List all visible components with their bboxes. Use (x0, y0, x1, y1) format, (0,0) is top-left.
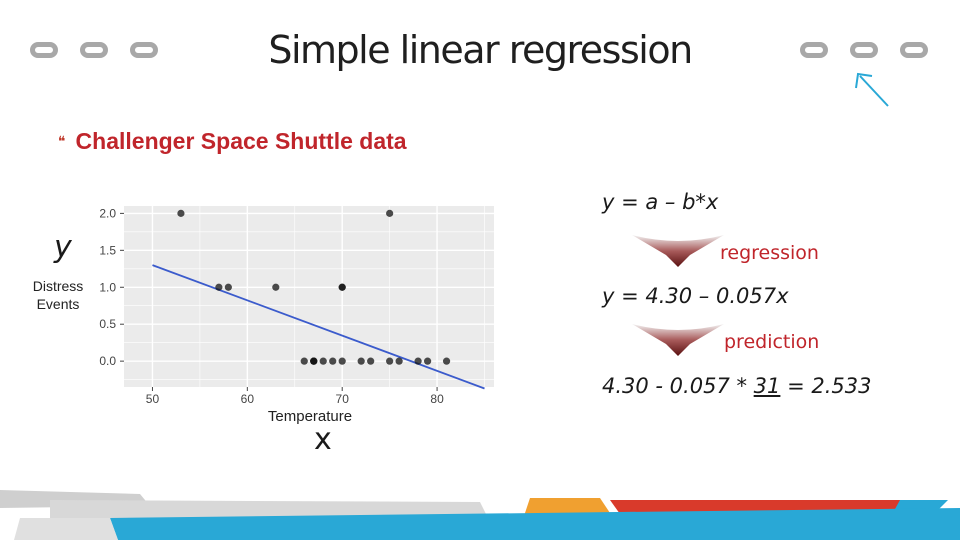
y-tick-label: 2.0 (99, 206, 116, 220)
x-variable-label: x (314, 422, 332, 457)
prediction-formula: 4.30 - 0.057 * 31 = 2.533 (602, 374, 871, 398)
data-point (386, 209, 394, 217)
y-tick-label: 1.0 (99, 280, 116, 294)
data-point (272, 283, 280, 291)
fitted-formula: y = 4.30 – 0.057x (602, 284, 789, 308)
prediction-prefix: 4.30 - 0.057 * (602, 374, 754, 398)
decor-arrow-icon (855, 72, 889, 107)
prediction-input: 31 (753, 374, 781, 398)
prediction-suffix: = 2.533 (780, 374, 872, 398)
y-tick-label: 0.0 (99, 354, 116, 368)
bullet-icon: ❝ (58, 133, 66, 150)
y-axis-label: Distress (33, 278, 84, 294)
y-axis-label-line2: Events (37, 296, 80, 312)
y-tick-label: 1.5 (99, 243, 116, 257)
x-tick-label: 50 (146, 392, 160, 406)
decor-pill-6 (900, 42, 928, 58)
x-tick-label: 60 (241, 392, 255, 406)
bullet-text: Challenger Space Shuttle data (75, 128, 407, 154)
data-point (310, 357, 318, 365)
x-axis-label: Temperature (268, 408, 352, 425)
bullet-item: ❝ Challenger Space Shuttle data (58, 128, 407, 155)
decor-pill-2 (80, 42, 108, 58)
data-point (338, 283, 346, 291)
data-point (357, 357, 365, 365)
scatter-chart: 50 60 70 800.00.51.01.52.0 Distress Events … (33, 206, 494, 425)
slide-title: Simple linear regression (268, 28, 693, 72)
footer-decoration (0, 490, 960, 540)
x-tick-label: 80 (430, 392, 444, 406)
data-point (215, 283, 223, 291)
prediction-step-label: prediction (724, 331, 820, 353)
funnel-arrow-icon (632, 235, 724, 267)
regression-line (152, 264, 485, 390)
general-formula: y = a – b*x (602, 190, 719, 214)
decor-pill-1 (30, 42, 58, 58)
data-point (367, 357, 375, 365)
x-tick-label: 70 (336, 392, 350, 406)
data-point (319, 357, 327, 365)
plot-panel (124, 206, 494, 387)
y-variable-label: y (54, 230, 72, 265)
data-point (300, 357, 308, 365)
data-point (414, 357, 422, 365)
decor-pill-3 (130, 42, 158, 58)
funnel-arrow-icon-2 (632, 324, 724, 356)
decor-pill-4 (800, 42, 828, 58)
data-point (224, 283, 232, 291)
regression-step-label: regression (720, 242, 819, 264)
data-point (177, 209, 185, 217)
data-point (338, 357, 346, 365)
y-tick-label: 0.5 (99, 317, 116, 331)
decor-pill-5 (850, 42, 878, 58)
data-point (386, 357, 394, 365)
data-point (423, 357, 432, 365)
data-point (442, 357, 451, 365)
data-point (329, 357, 337, 365)
data-point (395, 357, 403, 365)
